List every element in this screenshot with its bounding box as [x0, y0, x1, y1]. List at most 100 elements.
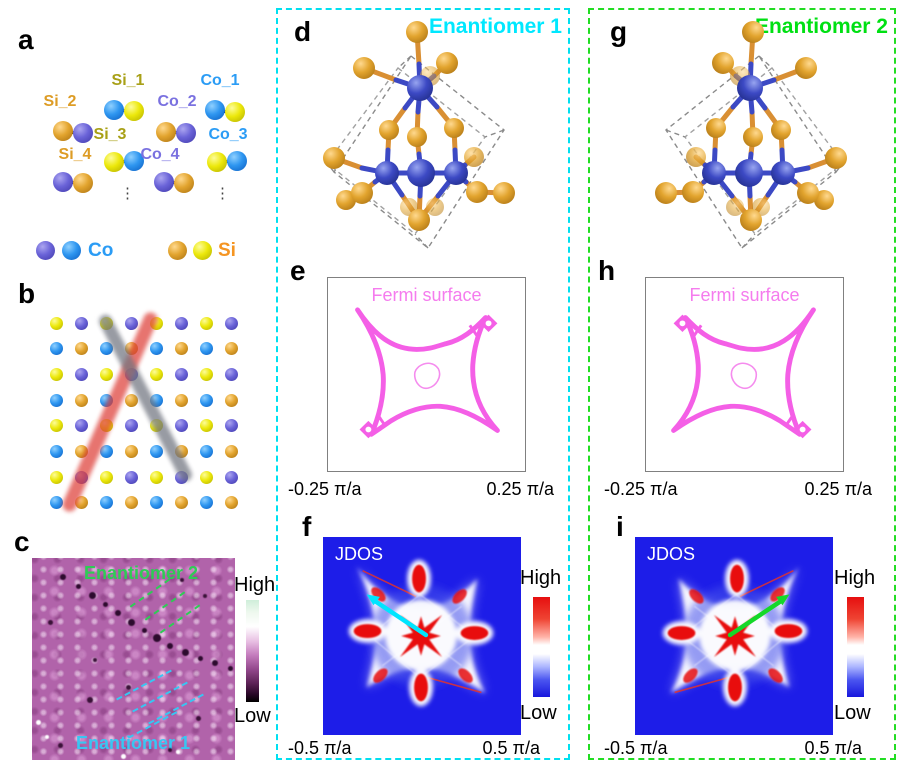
fermi-xmax-2: 0.25 π/a [804, 479, 872, 499]
vertical-ellipsis: ⋮ [215, 185, 230, 202]
lattice-dot-gold [124, 496, 138, 510]
enantiomer-2-title: Enantiomer 2 [754, 15, 888, 38]
lattice-dot-yellow [199, 470, 213, 484]
panel-letter-e: e [290, 255, 306, 286]
dark-defect-spot [125, 684, 131, 690]
lattice-dot-blue [49, 393, 63, 407]
panel-b-lattice [0, 0, 276, 530]
lattice-dot-gold [174, 496, 188, 510]
enantiomer-1-title: Enantiomer 1 [428, 15, 562, 38]
atom-pair-label: Co_3 [208, 126, 248, 143]
fermi-surface-title-1: Fermi surface [371, 285, 482, 305]
legend-co-ball-purple [36, 241, 55, 260]
jdos-map-2: JDOS [635, 537, 833, 735]
lattice-dot-purple [224, 470, 238, 484]
atom-ball-yellow [207, 152, 227, 172]
panel-letter-f: f [302, 511, 312, 542]
jdos-colorbar-1 [533, 597, 550, 697]
defect-chain-spot [75, 583, 81, 589]
jdos-title-1: JDOS [335, 544, 384, 564]
jdos-colorbar-high-1: High [520, 567, 562, 589]
lattice-dot-gold [174, 393, 188, 407]
fermi-xmin-1: -0.25 π/a [288, 479, 362, 499]
lattice-dot-gold [74, 393, 88, 407]
atom-ball-purple [73, 123, 93, 143]
enantiomer-2-box: g Enantiomer 2 h Fermi surface -0.25 π/a… [588, 8, 896, 760]
lattice-dot-blue [149, 496, 163, 510]
bright-adsorbate-speck [120, 753, 126, 759]
defect-chain-spot [197, 655, 203, 661]
fermi-surface-title-2: Fermi surface [689, 285, 800, 305]
legend-co-label: Co [88, 240, 114, 261]
lattice-dot-yellow [199, 367, 213, 381]
panel-letter-a: a [18, 24, 34, 55]
crystal-structure-enantiomer-1 [278, 10, 574, 262]
lattice-dot-blue [199, 393, 213, 407]
lattice-dot-yellow [49, 367, 63, 381]
lattice-dot-gold [224, 445, 238, 458]
dark-defect-spot [93, 658, 97, 662]
jdos-xmin-2: -0.5 π/a [604, 738, 668, 758]
lattice-dot-gold [124, 393, 138, 407]
defect-chain-spot [227, 665, 233, 671]
dark-defect-spot [47, 619, 53, 625]
enantiomer-2-dashed-guide [144, 591, 186, 621]
lattice-dot-blue [49, 445, 63, 458]
stm-image: Enantiomer 2 Enantiomer 1 [32, 558, 235, 760]
lattice-dot-yellow [99, 470, 113, 484]
jdos-xmax-1: 0.5 π/a [482, 738, 540, 758]
panel-letter-g: g [610, 16, 628, 47]
lattice-dot-purple [174, 419, 188, 433]
dark-defect-spot [195, 715, 201, 721]
jdos-colorbar-low-2: Low [834, 702, 871, 724]
atom-ball-yellow [124, 101, 144, 121]
panel-letter-h: h [598, 255, 616, 286]
bright-adsorbate-speck [45, 735, 49, 739]
dark-defect-spot [57, 742, 63, 748]
jdos-colorbar-low-1: Low [520, 702, 557, 724]
fermi-contour-2 [646, 278, 843, 471]
scattering-arrow-1 [366, 594, 429, 638]
lattice-dot-blue [149, 342, 163, 356]
defect-chain-spot [60, 574, 66, 580]
defect-chain-spot [141, 627, 147, 633]
panel-letter-i: i [616, 511, 624, 542]
defect-chain-spot [212, 660, 218, 666]
atom-ball-yellow [225, 102, 245, 122]
lattice-dot-gold [124, 445, 138, 458]
atom-ball-gold [156, 122, 176, 142]
panel-letter-c: c [14, 526, 30, 557]
bright-adsorbate-speck [176, 750, 180, 754]
defect-chain-spot [127, 618, 135, 626]
lattice-dot-blue [99, 445, 113, 458]
lattice-dot-purple [74, 367, 88, 381]
lattice-dot-blue [199, 342, 213, 356]
atom-pair-label: Co_1 [200, 72, 240, 89]
lattice-dot-purple [224, 419, 238, 433]
stm-colorbar-high-label: High [234, 574, 276, 596]
atom-ball-gold [73, 173, 93, 193]
defect-chain-spot [88, 591, 96, 599]
legend-si-label: Si [218, 240, 236, 261]
atom-ball-blue [124, 151, 144, 171]
bright-adsorbate-speck [35, 719, 41, 725]
scattering-arrow-2 [727, 594, 790, 638]
atom-ball-blue [205, 100, 225, 120]
atom-ball-yellow [104, 152, 124, 172]
dark-defect-spot [180, 578, 184, 582]
atom-ball-gold [53, 121, 73, 141]
defect-chain-spot [153, 634, 161, 642]
lattice-dot-yellow [149, 470, 163, 484]
dark-defect-spot [87, 697, 93, 703]
lattice-dot-purple [174, 367, 188, 381]
lattice-dot-blue [49, 342, 63, 356]
lattice-dot-gold [174, 342, 188, 356]
atom-ball-purple [53, 172, 73, 192]
lattice-dot-yellow [49, 419, 63, 433]
lattice-dot-gold [224, 393, 238, 407]
panel-letter-d: d [294, 16, 312, 47]
fermi-surface-plot-2: Fermi surface [645, 277, 844, 472]
jdos-colorbar-high-2: High [834, 567, 876, 589]
atom-pair-label: Co_2 [157, 93, 197, 110]
